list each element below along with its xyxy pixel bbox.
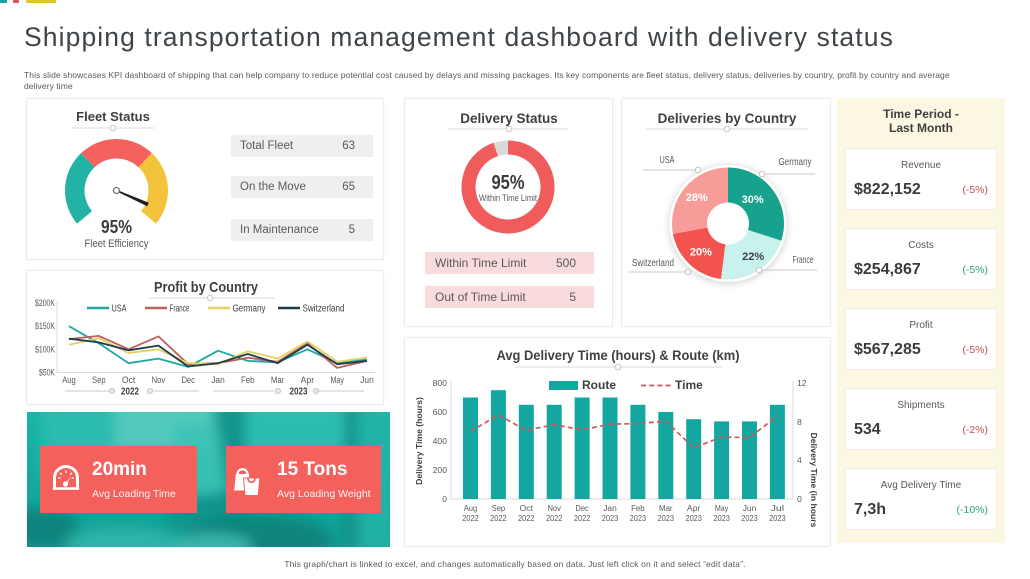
svg-text:Jul: Jul (771, 503, 785, 513)
svg-text:600: 600 (433, 407, 448, 417)
svg-text:Fleet Efficiency: Fleet Efficiency (85, 238, 149, 250)
svg-text:France: France (793, 255, 814, 266)
svg-text:20%: 20% (690, 247, 712, 259)
svg-text:2022: 2022 (462, 513, 479, 523)
svg-text:95%: 95% (492, 171, 525, 194)
svg-text:30%: 30% (742, 194, 764, 206)
svg-text:2023: 2023 (630, 513, 647, 523)
svg-text:Dec: Dec (575, 503, 589, 513)
svg-text:Jan: Jan (603, 503, 617, 513)
svg-text:Switzerland: Switzerland (632, 258, 674, 269)
svg-text:Nov: Nov (152, 375, 166, 385)
svg-text:Sep: Sep (92, 375, 106, 385)
svg-text:Delivery Status: Delivery Status (460, 111, 558, 126)
svg-text:Profit by Country: Profit by Country (154, 279, 259, 296)
svg-text:Avg Delivery Time (hours) & Ro: Avg Delivery Time (hours) & Route (km) (497, 348, 740, 363)
svg-text:95%: 95% (101, 216, 132, 237)
svg-text:Sep: Sep (492, 503, 506, 513)
svg-text:400: 400 (433, 436, 448, 446)
svg-text:Delivery Time (in hours: Delivery Time (in hours (809, 433, 819, 528)
svg-text:2022: 2022 (121, 387, 139, 398)
svg-text:Route: Route (582, 378, 616, 392)
svg-text:Aug: Aug (464, 503, 478, 513)
svg-text:2023: 2023 (685, 513, 702, 523)
svg-text:Mar: Mar (659, 503, 673, 513)
svg-text:Jun: Jun (743, 503, 757, 513)
svg-text:2023: 2023 (741, 513, 758, 523)
svg-text:Germany: Germany (233, 304, 266, 315)
svg-text:2022: 2022 (574, 513, 591, 523)
svg-text:22%: 22% (742, 251, 764, 263)
svg-text:May: May (715, 503, 729, 513)
svg-text:$50K: $50K (39, 368, 55, 378)
svg-text:May: May (330, 375, 344, 385)
svg-text:2022: 2022 (490, 513, 507, 523)
svg-text:Deliveries by Country: Deliveries by Country (658, 111, 797, 126)
svg-text:0: 0 (797, 494, 802, 504)
svg-text:$100K: $100K (35, 344, 55, 354)
svg-text:$150K: $150K (35, 321, 55, 331)
svg-text:12: 12 (797, 378, 807, 388)
svg-text:Switzerland: Switzerland (303, 304, 345, 315)
svg-text:Feb: Feb (241, 375, 255, 385)
svg-text:Jun: Jun (360, 375, 374, 385)
svg-text:4: 4 (797, 455, 802, 465)
svg-text:Jan: Jan (211, 375, 225, 385)
svg-text:2023: 2023 (290, 387, 308, 398)
svg-text:Aug: Aug (62, 375, 76, 385)
svg-text:2023: 2023 (602, 513, 619, 523)
svg-text:France: France (170, 304, 190, 315)
svg-text:Germany: Germany (779, 157, 812, 168)
svg-text:2023: 2023 (769, 513, 786, 523)
svg-text:200: 200 (433, 465, 448, 475)
svg-text:2022: 2022 (518, 513, 535, 523)
svg-text:Nov: Nov (547, 503, 561, 513)
svg-text:Oct: Oct (520, 503, 534, 513)
svg-text:28%: 28% (686, 192, 708, 204)
svg-text:Dec: Dec (181, 375, 195, 385)
svg-text:2023: 2023 (713, 513, 730, 523)
svg-text:USA: USA (112, 304, 127, 315)
svg-text:2023: 2023 (658, 513, 675, 523)
svg-text:Apr: Apr (687, 503, 701, 513)
svg-text:$200K: $200K (35, 298, 55, 308)
svg-text:800: 800 (433, 378, 448, 388)
svg-text:Oct: Oct (122, 375, 136, 385)
svg-text:Mar: Mar (271, 375, 285, 385)
svg-text:8: 8 (797, 417, 802, 427)
svg-text:Feb: Feb (631, 503, 645, 513)
svg-text:Apr: Apr (301, 375, 315, 385)
svg-text:0: 0 (442, 494, 447, 504)
svg-text:2022: 2022 (546, 513, 563, 523)
svg-text:Within Time Limit: Within Time Limit (479, 193, 537, 204)
svg-text:USA: USA (660, 155, 675, 166)
svg-text:Time: Time (675, 378, 703, 392)
svg-text:Delivery Time (hours): Delivery Time (hours) (414, 397, 424, 485)
